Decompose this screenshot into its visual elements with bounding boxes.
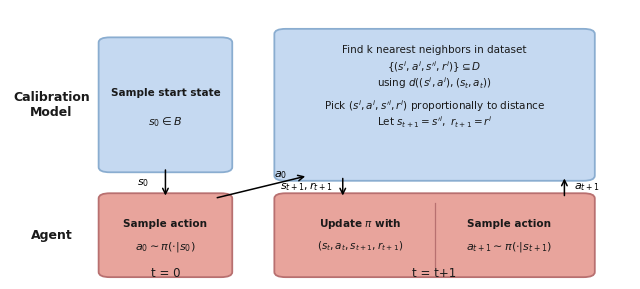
Text: $a_0$: $a_0$ <box>274 170 287 181</box>
Text: Sample action: Sample action <box>467 219 551 229</box>
FancyBboxPatch shape <box>275 193 595 277</box>
Text: $a_{t+1}$: $a_{t+1}$ <box>574 181 600 193</box>
Text: $s_{t+1}, r_{t+1}$: $s_{t+1}, r_{t+1}$ <box>280 181 333 193</box>
Text: $(s_t, a_t, s_{t+1}, r_{t+1})$: $(s_t, a_t, s_{t+1}, r_{t+1})$ <box>317 240 403 253</box>
Text: Update $\pi$ with: Update $\pi$ with <box>319 217 401 231</box>
Text: $s_0$: $s_0$ <box>138 177 150 189</box>
Text: $a_0 \sim \pi(\cdot|s_0)$: $a_0 \sim \pi(\cdot|s_0)$ <box>135 240 196 253</box>
Text: $a_{t+1} \sim \pi(\cdot|s_{t+1})$: $a_{t+1} \sim \pi(\cdot|s_{t+1})$ <box>466 240 552 253</box>
Text: using $d((s^i, a^i), (s_t, a_t))$: using $d((s^i, a^i), (s_t, a_t))$ <box>377 75 492 91</box>
Text: t = 0: t = 0 <box>150 267 180 280</box>
FancyBboxPatch shape <box>99 37 232 172</box>
Text: Sample start state: Sample start state <box>111 88 220 99</box>
Text: t = t+1: t = t+1 <box>412 267 457 280</box>
Text: Calibration
Model: Calibration Model <box>13 91 90 119</box>
Text: Find k nearest neighbors in dataset: Find k nearest neighbors in dataset <box>342 45 527 55</box>
Text: Sample action: Sample action <box>124 219 207 229</box>
Text: $\{(s^i, a^i, s^{\prime i}, r^i)\}\subseteq D$: $\{(s^i, a^i, s^{\prime i}, r^i)\}\subse… <box>387 59 482 75</box>
FancyBboxPatch shape <box>99 193 232 277</box>
Text: Pick $(s^i, a^i, s^{\prime i}, r^i)$ proportionally to distance: Pick $(s^i, a^i, s^{\prime i}, r^i)$ pro… <box>324 98 545 114</box>
Text: Let $s_{t+1} = s^{\prime i},\ r_{t+1} = r^i$: Let $s_{t+1} = s^{\prime i},\ r_{t+1} = … <box>377 114 493 130</box>
FancyBboxPatch shape <box>275 29 595 181</box>
Text: Agent: Agent <box>31 229 72 242</box>
Text: $s_0\in B$: $s_0\in B$ <box>148 115 182 129</box>
